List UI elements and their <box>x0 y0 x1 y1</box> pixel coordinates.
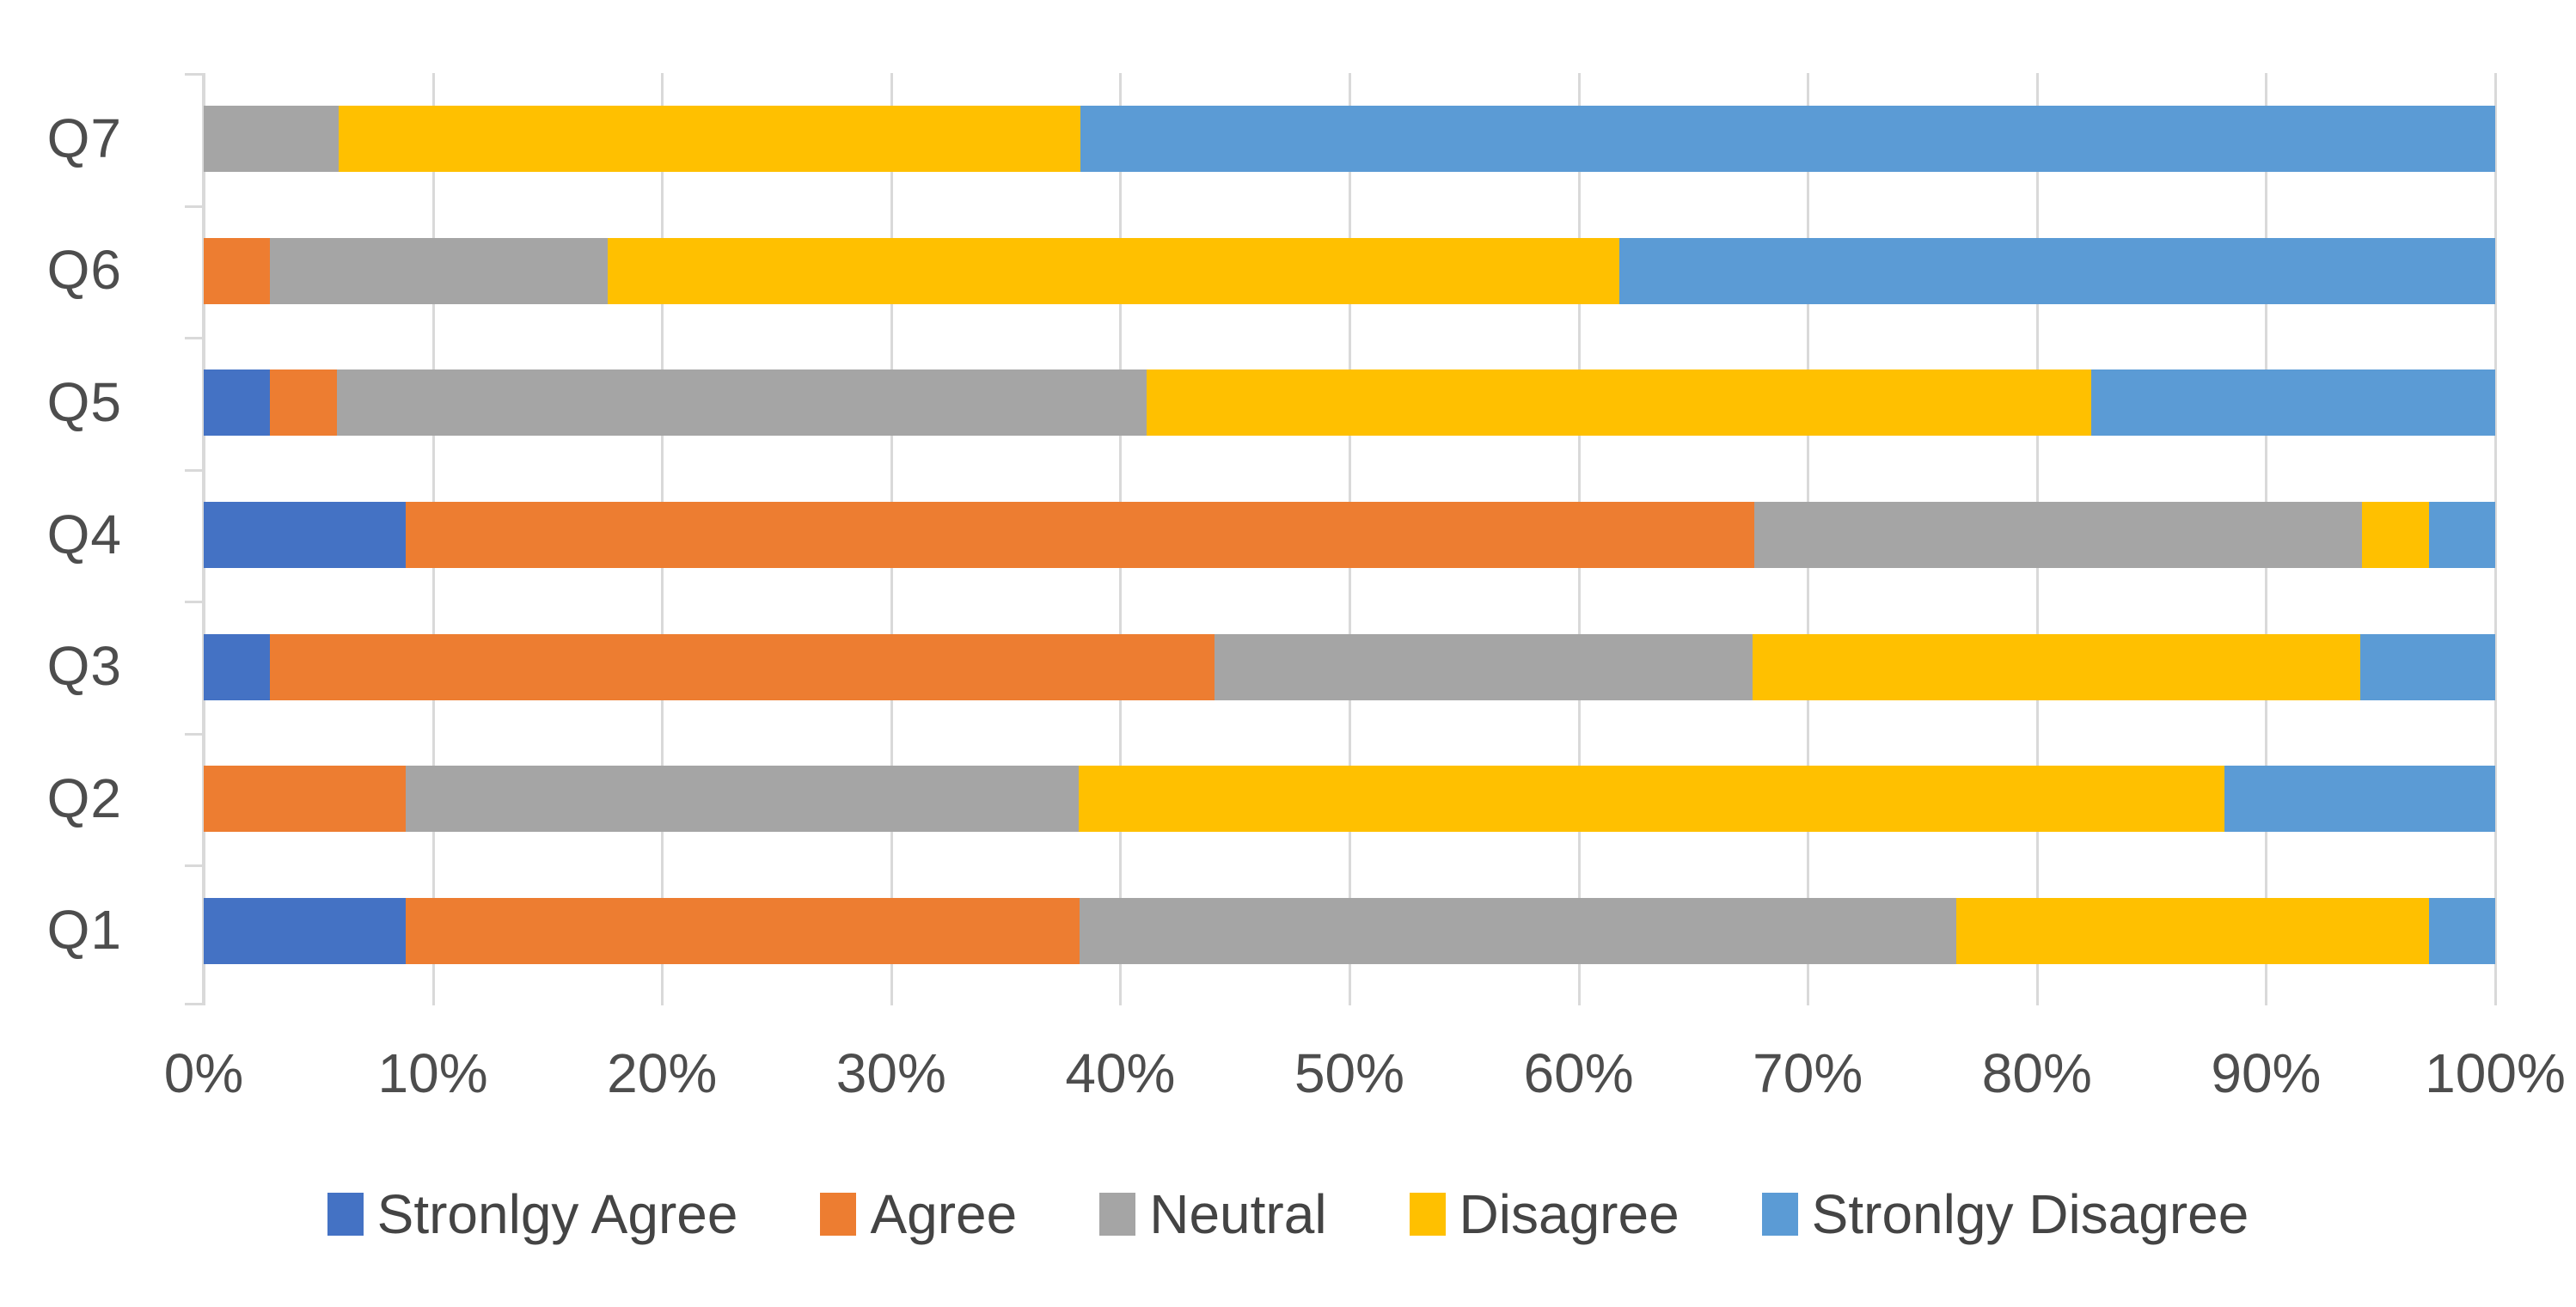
x-tick-label-20pct: 20% <box>607 1042 718 1104</box>
bar-segment-stronlgy-disagree <box>1618 237 2495 304</box>
bar-segment-agree <box>204 237 271 304</box>
bar-segment-disagree <box>1079 766 2225 833</box>
bar-row-q2 <box>204 766 2495 833</box>
bar-segment-neutral <box>204 106 340 173</box>
legend-item-stronlgy-disagree: Stronlgy Disagree <box>1761 1182 2249 1246</box>
legend-item-disagree: Disagree <box>1409 1182 1680 1246</box>
bar-segment-disagree <box>607 237 1619 304</box>
x-tick-label-40pct: 40% <box>1065 1042 1176 1104</box>
bar-segment-stronlgy-agree <box>204 370 271 437</box>
category-label-q3: Q3 <box>46 635 122 698</box>
bar-segment-disagree <box>2362 502 2429 568</box>
x-tick-label-100pct: 100% <box>2425 1042 2566 1104</box>
bar-segment-neutral <box>336 370 1147 437</box>
plot-area <box>185 73 2497 1005</box>
bar-segment-stronlgy-disagree <box>2428 897 2495 964</box>
legend-label-disagree: Disagree <box>1459 1183 1680 1245</box>
bar-segment-disagree <box>1146 370 2092 437</box>
x-tick-label-80pct: 80% <box>1981 1042 2092 1104</box>
category-label-q1: Q1 <box>46 899 122 962</box>
bar-segment-neutral <box>270 237 608 304</box>
bar-segment-stronlgy-disagree <box>2359 633 2495 700</box>
y-axis-tick <box>185 733 202 736</box>
bar-segment-stronlgy-agree <box>204 633 271 700</box>
legend-label-agree: Agree <box>870 1183 1018 1245</box>
x-tick-label-10pct: 10% <box>377 1042 488 1104</box>
legend-swatch-stronlgy-agree <box>327 1193 364 1236</box>
legend-swatch-stronlgy-disagree <box>1761 1193 1798 1236</box>
bar-segment-agree <box>405 897 1080 964</box>
bar-row-q4 <box>204 502 2495 568</box>
y-axis-tick <box>185 337 202 339</box>
legend-label-neutral: Neutral <box>1149 1183 1327 1245</box>
y-axis-tick <box>185 864 202 867</box>
legend-item-stronlgy-agree: Stronlgy Agree <box>327 1182 738 1246</box>
x-tick-label-60pct: 60% <box>1523 1042 1634 1104</box>
bar-segment-disagree <box>1955 897 2429 964</box>
bar-segment-stronlgy-disagree <box>2091 370 2495 437</box>
x-tick-label-50pct: 50% <box>1294 1042 1405 1104</box>
x-tick-label-90pct: 90% <box>2211 1042 2322 1104</box>
bar-segment-stronlgy-disagree <box>2428 502 2495 568</box>
x-axis-tick-labels: 0% 10% 20% 30% 40% 50% 60% 70% 80% 90% 100% <box>164 1041 2566 1110</box>
x-tick-label-30pct: 30% <box>835 1042 946 1104</box>
legend-swatch-neutral <box>1099 1193 1136 1236</box>
x-tick-label-70pct: 70% <box>1753 1042 1863 1104</box>
category-label-q4: Q4 <box>46 503 122 565</box>
legend-swatch-disagree <box>1409 1193 1446 1236</box>
bar-segment-disagree <box>339 106 1081 173</box>
bar-row-q1 <box>204 897 2495 964</box>
bar-row-q3 <box>204 633 2495 700</box>
bar-row-q7 <box>204 106 2495 173</box>
legend-label-stronlgy-agree: Stronlgy Agree <box>376 1183 738 1245</box>
legend: Stronlgy Agree Agree Neutral Disagree Stronl… <box>0 1182 2576 1246</box>
bar-segment-neutral <box>405 766 1080 833</box>
category-label-q5: Q5 <box>46 370 122 433</box>
y-axis-tick <box>185 1003 202 1005</box>
bar-segment-stronlgy-disagree <box>1080 106 2495 173</box>
category-label-q2: Q2 <box>46 766 122 829</box>
category-label-q6: Q6 <box>46 239 122 302</box>
bar-segment-stronlgy-disagree <box>2224 766 2495 833</box>
bar-segment-disagree <box>1753 633 2360 700</box>
legend-item-neutral: Neutral <box>1099 1182 1327 1246</box>
y-axis-category-labels: Q7 Q6 Q5 Q4 Q3 Q2 Q1 <box>0 73 163 997</box>
bar-segment-agree <box>270 370 337 437</box>
bar-segment-agree <box>204 766 406 833</box>
gridline-100% <box>2494 73 2497 1005</box>
category-label-q7: Q7 <box>46 107 122 169</box>
y-axis-tick <box>185 469 202 472</box>
x-tick-label-0pct: 0% <box>163 1042 244 1104</box>
legend-item-agree: Agree <box>820 1182 1017 1246</box>
legend-swatch-agree <box>820 1193 857 1236</box>
legend-label-stronlgy-disagree: Stronlgy Disagree <box>1811 1183 2249 1245</box>
bar-segment-agree <box>270 633 1215 700</box>
y-axis-tick <box>185 73 202 76</box>
bar-row-q5 <box>204 370 2495 437</box>
bar-segment-stronlgy-agree <box>204 897 406 964</box>
bar-segment-stronlgy-agree <box>204 502 406 568</box>
bar-row-q6 <box>204 237 2495 304</box>
y-axis-tick <box>185 205 202 208</box>
bar-segment-neutral <box>1214 633 1753 700</box>
y-axis-tick <box>185 601 202 603</box>
bar-segment-neutral <box>1080 897 1956 964</box>
bar-segment-neutral <box>1754 502 2363 568</box>
bar-segment-agree <box>405 502 1754 568</box>
